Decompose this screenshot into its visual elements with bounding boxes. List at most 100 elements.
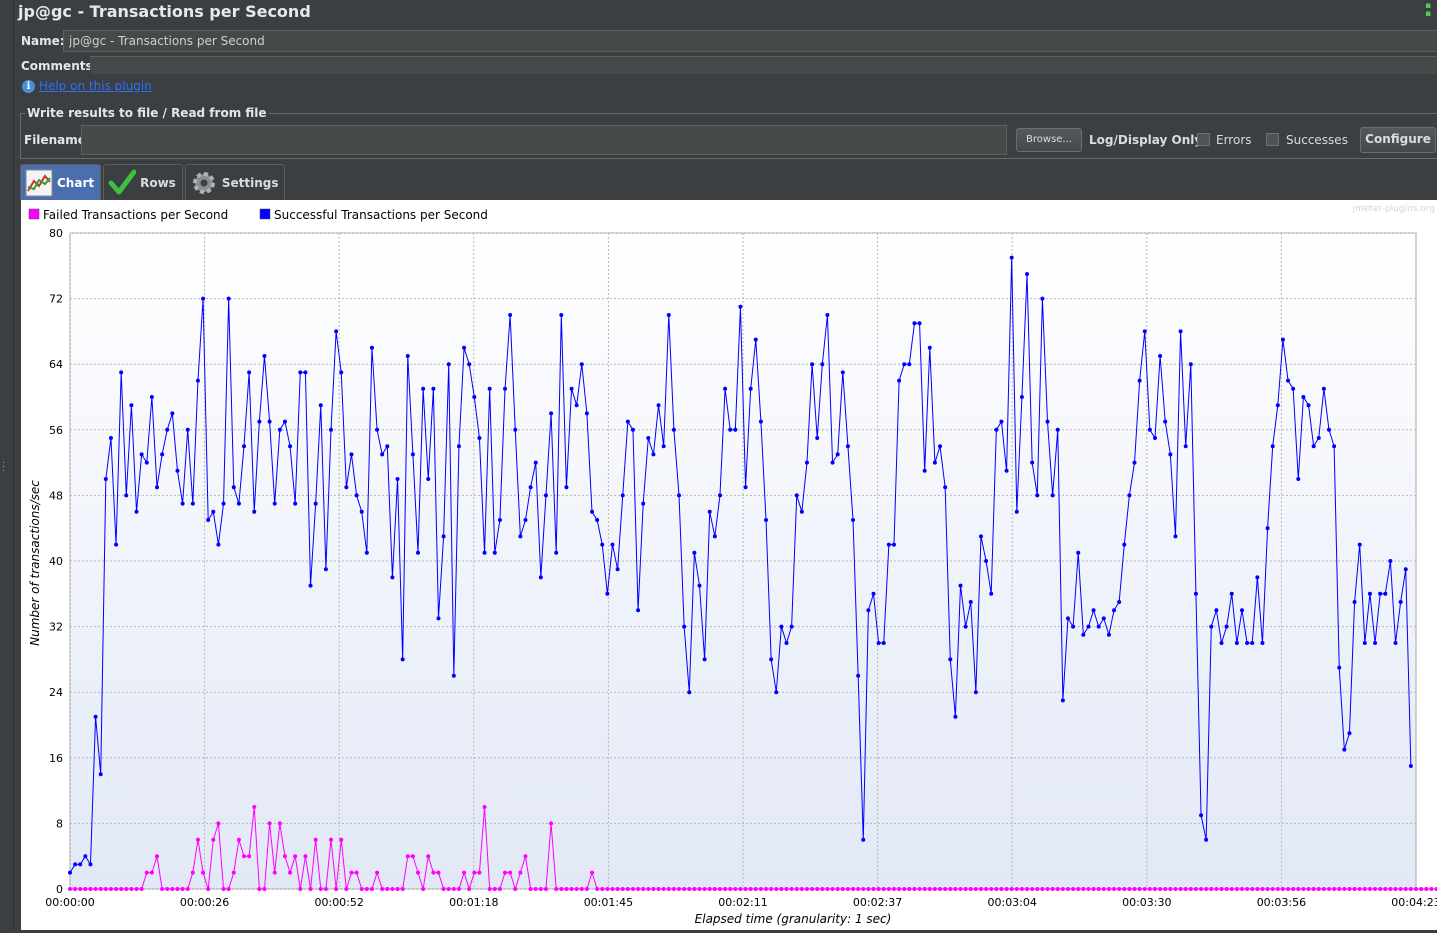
data-point [1362, 887, 1367, 891]
errors-checkbox[interactable] [1197, 133, 1210, 146]
data-point [1275, 887, 1280, 891]
tab-rows[interactable]: Rows [103, 164, 183, 200]
data-point [671, 887, 676, 891]
data-point [866, 608, 871, 613]
data-point [733, 887, 738, 891]
data-point [405, 854, 410, 859]
data-point [267, 419, 272, 424]
data-point [354, 493, 359, 498]
data-point [641, 887, 646, 891]
data-point [257, 887, 262, 891]
data-point [431, 386, 436, 391]
data-point [753, 337, 758, 342]
data-point [421, 386, 426, 391]
data-point [170, 411, 175, 416]
data-point [226, 887, 231, 891]
data-point [666, 887, 671, 891]
legend-swatch [259, 208, 271, 220]
x-tick-label: 00:03:04 [987, 896, 1036, 909]
data-point [441, 887, 446, 891]
data-point [1301, 887, 1306, 891]
data-point [917, 321, 922, 326]
data-point [845, 444, 850, 449]
data-point [323, 567, 328, 572]
data-point [1076, 550, 1081, 555]
x-tick-label: 00:03:56 [1257, 896, 1306, 909]
data-point [1326, 427, 1331, 432]
data-point [804, 460, 809, 465]
y-axis-label: Number of transactions/sec [28, 480, 42, 646]
data-point [748, 386, 753, 391]
data-point [216, 821, 221, 826]
x-tick-label: 00:03:30 [1122, 896, 1171, 909]
data-point [845, 887, 850, 891]
data-point [528, 887, 533, 891]
data-point [999, 419, 1004, 424]
splitter-grip-icon[interactable]: · · · [2, 458, 6, 477]
data-point [272, 501, 277, 506]
data-point [636, 887, 641, 891]
data-point [1071, 624, 1076, 629]
data-point [282, 419, 287, 424]
data-point [712, 887, 717, 891]
data-point [1132, 460, 1137, 465]
data-point [206, 887, 211, 891]
data-point [641, 501, 646, 506]
filename-input[interactable] [81, 125, 1007, 155]
left-splitter[interactable]: · · · [0, 0, 14, 930]
data-point [462, 345, 467, 350]
data-point [1234, 887, 1239, 891]
data-point [497, 887, 502, 891]
data-point [492, 887, 497, 891]
successes-checkbox[interactable] [1266, 133, 1279, 146]
comments-field[interactable] [90, 56, 1437, 74]
data-point [1316, 436, 1321, 440]
data-point [1260, 641, 1265, 645]
data-point [784, 887, 789, 891]
data-point [922, 468, 927, 473]
data-point [78, 862, 83, 867]
data-point [999, 887, 1004, 891]
data-point [68, 870, 72, 875]
tab-settings[interactable]: Settings [184, 164, 286, 200]
data-point [155, 485, 160, 490]
data-point [103, 477, 108, 481]
data-point [932, 460, 937, 465]
data-point [1188, 362, 1193, 367]
data-point [1050, 493, 1055, 498]
browse-button[interactable]: Browse... [1016, 128, 1082, 152]
data-point [318, 403, 323, 408]
expand-icon[interactable]: ▪ ▪ [1425, 1, 1432, 19]
x-axis-label: Elapsed time (granularity: 1 sec) [695, 912, 892, 926]
data-point [508, 313, 513, 317]
data-point [247, 370, 252, 375]
data-point [446, 887, 451, 891]
x-tick-label: 00:00:00 [45, 896, 94, 909]
data-point [1163, 887, 1168, 891]
data-point [421, 887, 426, 891]
data-point [467, 887, 472, 891]
data-point [1306, 403, 1311, 408]
gear-icon [192, 171, 215, 194]
name-input[interactable] [63, 30, 1437, 52]
data-point [68, 887, 72, 891]
tab-chart[interactable]: Chart [20, 164, 102, 200]
data-point [369, 887, 374, 891]
data-point [953, 714, 958, 719]
data-point [1158, 354, 1163, 358]
data-point [1086, 624, 1091, 629]
data-point [1332, 887, 1337, 891]
configure-button[interactable]: Configure [1360, 127, 1436, 153]
data-point [1014, 887, 1019, 891]
data-point [943, 485, 948, 490]
data-point [590, 870, 595, 875]
data-point [1352, 600, 1357, 604]
data-point [78, 887, 83, 891]
help-link[interactable]: Help on this plugin [39, 79, 152, 93]
data-point [93, 714, 98, 719]
data-point [1403, 887, 1408, 891]
data-point [984, 887, 989, 891]
data-point [774, 887, 779, 891]
data-point [303, 854, 308, 859]
data-point [129, 887, 134, 891]
